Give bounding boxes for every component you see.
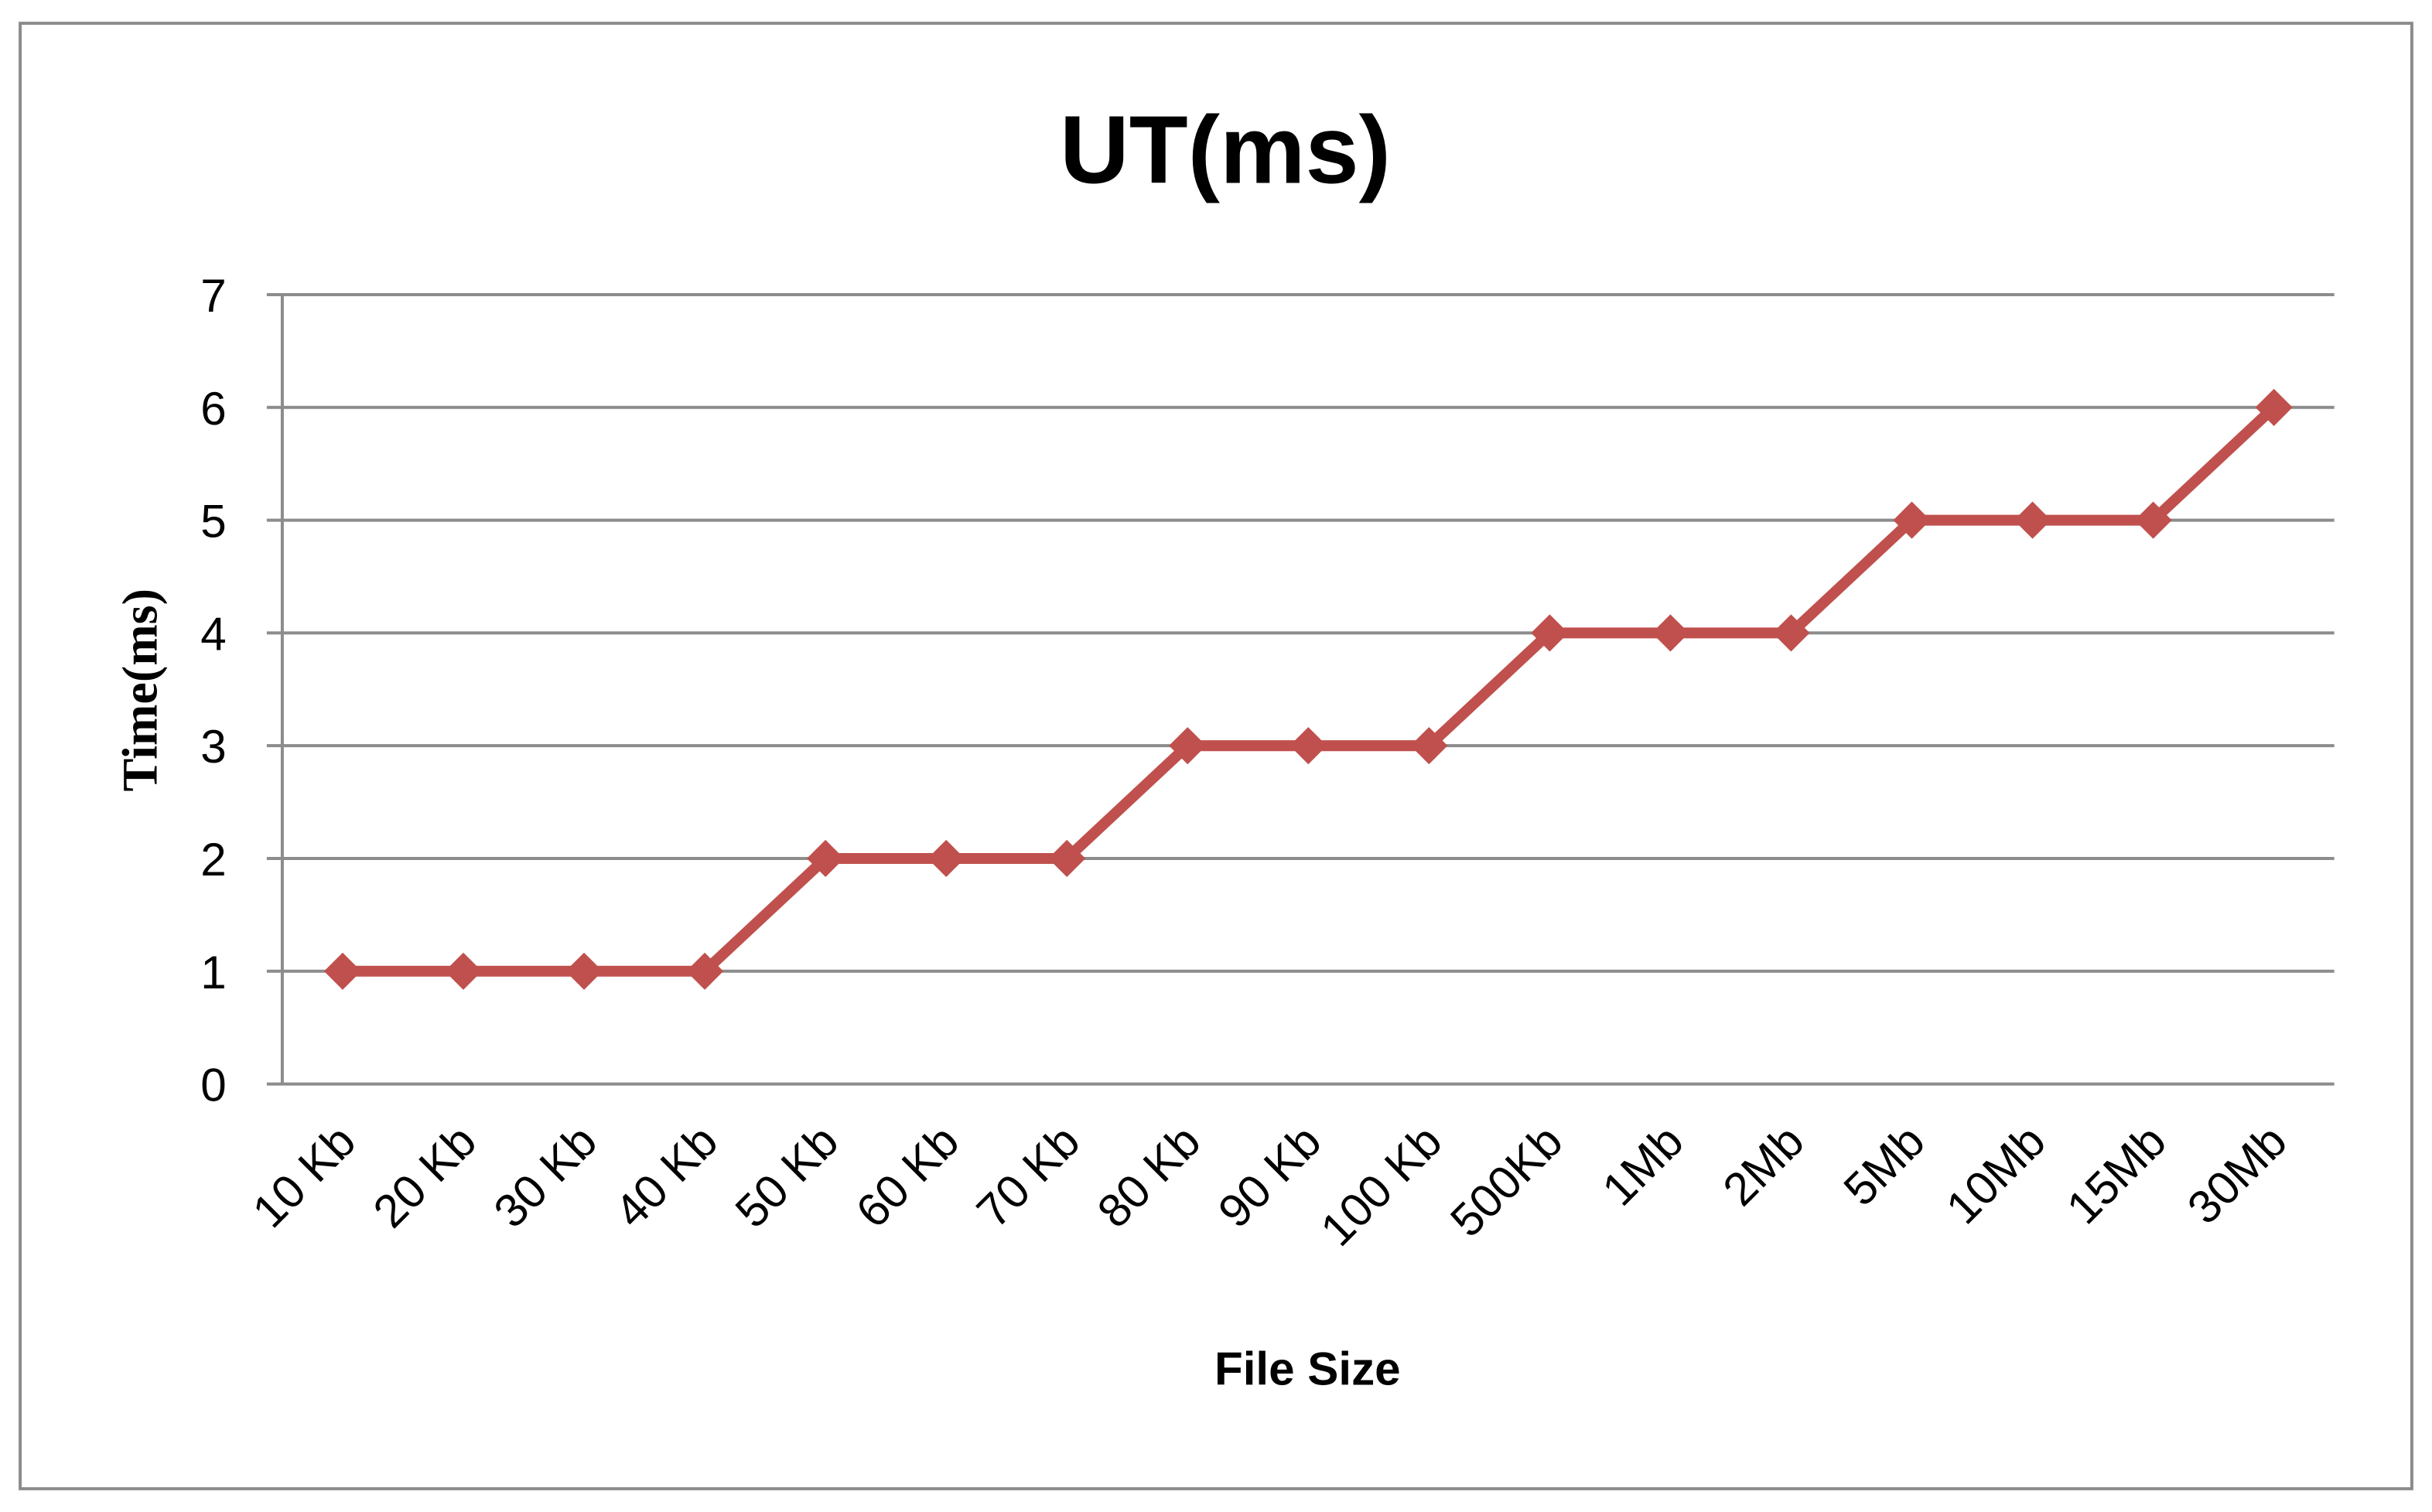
y-tick-label: 1 — [200, 947, 226, 998]
y-tick-label: 0 — [200, 1060, 226, 1111]
data-marker — [1531, 614, 1569, 652]
y-tick-label: 6 — [200, 383, 226, 435]
y-tick-label: 4 — [200, 608, 226, 660]
data-marker — [807, 839, 845, 878]
y-axis-label: Time(ms) — [113, 589, 168, 792]
y-tick-label: 3 — [200, 721, 226, 773]
chart-border — [19, 22, 2413, 1490]
data-marker — [323, 952, 362, 990]
x-axis-label: File Size — [1214, 1343, 1401, 1395]
y-tick-label: 2 — [200, 834, 226, 886]
data-marker — [927, 839, 965, 878]
data-marker — [565, 952, 603, 990]
data-marker — [2014, 501, 2051, 539]
data-marker — [2255, 388, 2293, 426]
chart-title: UT(ms) — [1060, 97, 1391, 204]
y-tick-label: 7 — [200, 270, 226, 322]
data-marker — [1652, 614, 1689, 652]
data-marker — [1893, 501, 1931, 539]
y-tick-label: 5 — [200, 496, 226, 548]
data-marker — [1048, 839, 1086, 878]
